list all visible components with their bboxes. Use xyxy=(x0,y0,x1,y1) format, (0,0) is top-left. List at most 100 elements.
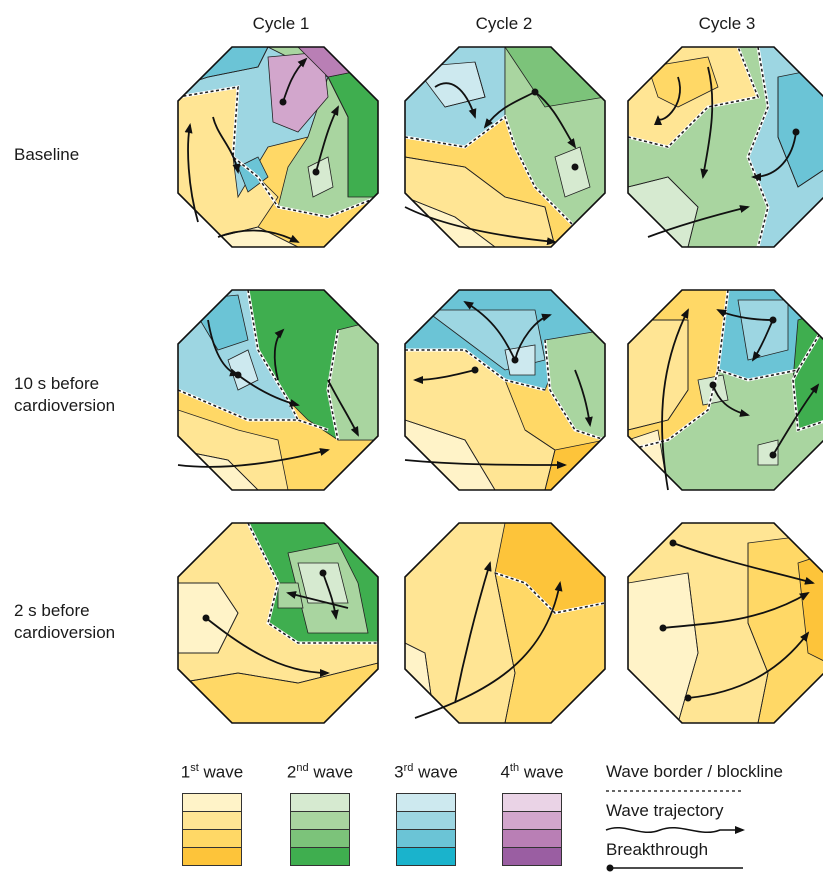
map-outline xyxy=(177,289,379,491)
map-outline xyxy=(627,46,823,248)
map-outline xyxy=(404,522,606,724)
column-title-cycle-3: Cycle 3 xyxy=(698,14,756,33)
breakthrough-point xyxy=(234,371,242,379)
wave-trajectory xyxy=(315,105,339,173)
wave-trajectory xyxy=(712,384,750,417)
legend-swatch-3 xyxy=(182,829,242,848)
column-title-cycle-2: Cycle 2 xyxy=(475,14,533,33)
row-label-baseline: Baseline xyxy=(14,145,80,164)
legend-swatch-2 xyxy=(396,811,456,830)
map-outline xyxy=(627,289,823,491)
legend-breakthrough-dot xyxy=(606,864,614,872)
breakthrough-point xyxy=(319,569,327,577)
legend-wave-3: 3rd wave xyxy=(394,762,458,782)
wave-trajectory xyxy=(716,309,774,321)
wave-border-line xyxy=(747,47,769,247)
wave-trajectory xyxy=(434,82,477,119)
isochrone-line xyxy=(405,196,496,247)
wave-trajectory xyxy=(672,542,815,585)
map-region xyxy=(647,56,719,108)
legend-swatch-3 xyxy=(502,829,562,848)
breakthrough-point xyxy=(279,98,287,106)
row-label-10s-before: 10 s before cardioversion xyxy=(14,374,116,415)
wave-border-line xyxy=(178,389,329,431)
wave-trajectory xyxy=(454,561,492,704)
wave-border-line xyxy=(405,349,546,391)
map-outline xyxy=(404,289,606,491)
breakthrough-point xyxy=(659,624,667,632)
map-10s-cycle-2 xyxy=(404,289,606,491)
wave-trajectory xyxy=(574,369,593,427)
row-label-2s-before: 2 s before cardioversion xyxy=(14,601,116,642)
wave-trajectory xyxy=(212,116,241,174)
isochrone-line xyxy=(677,572,699,723)
legend-swatch-3 xyxy=(290,829,350,848)
isochrone-line xyxy=(405,156,556,247)
map-region xyxy=(297,562,349,604)
map-2s-cycle-3 xyxy=(627,522,823,724)
wave-trajectory xyxy=(286,591,349,609)
isochrone-line xyxy=(777,77,823,188)
wave-trajectory xyxy=(327,379,359,437)
breakthrough-point xyxy=(511,356,519,364)
wave-trajectory xyxy=(772,383,820,456)
wave-trajectory xyxy=(177,448,330,468)
legend-wave-1: 1st wave xyxy=(180,762,244,782)
breakthrough-point xyxy=(312,168,320,176)
wave-trajectory xyxy=(514,313,552,361)
legend-swatch-4 xyxy=(290,847,350,866)
legend-swatches-wave-1 xyxy=(182,793,242,866)
legend-swatches-wave-2 xyxy=(290,793,350,866)
isochrone-line xyxy=(327,76,349,197)
wave-border-line xyxy=(628,290,729,451)
wave-border-line xyxy=(247,290,299,421)
wave-border-line xyxy=(628,47,760,148)
map-region xyxy=(554,146,591,198)
legend-wave-4: 4th wave xyxy=(500,762,564,782)
legend-swatch-4 xyxy=(182,847,242,866)
legend-swatch-1 xyxy=(290,793,350,812)
legend-wave-2: 2nd wave xyxy=(286,762,354,782)
isochrone-line xyxy=(747,543,769,723)
wave-trajectory xyxy=(282,57,308,103)
breakthrough-point xyxy=(769,316,777,324)
legend-swatch-2 xyxy=(502,811,562,830)
breakthrough-point xyxy=(531,88,539,96)
isochrone-line xyxy=(628,176,699,247)
legend-swatch-1 xyxy=(182,793,242,812)
breakthrough-point xyxy=(202,614,210,622)
legend-swatch-4 xyxy=(396,847,456,866)
legend-swatch-4 xyxy=(502,847,562,866)
wave-trajectory xyxy=(322,572,339,620)
wave-border-line xyxy=(494,572,605,614)
column-title-cycle-1: Cycle 1 xyxy=(252,14,310,33)
wave-trajectory xyxy=(414,581,563,719)
legend-swatch-2 xyxy=(182,811,242,830)
breakthrough-point xyxy=(571,163,579,171)
wave-trajectory xyxy=(217,229,300,243)
wave-trajectory xyxy=(207,319,240,377)
breakthrough-point xyxy=(669,539,677,547)
wave-trajectory xyxy=(273,328,285,381)
wave-trajectory xyxy=(205,617,330,677)
map-region xyxy=(227,349,259,391)
map-baseline-cycle-3 xyxy=(627,46,823,248)
map-region xyxy=(757,439,779,466)
map-10s-cycle-1 xyxy=(177,289,379,491)
wave-trajectory xyxy=(751,131,797,181)
wave-trajectory xyxy=(662,591,810,629)
wave-trajectory xyxy=(184,123,199,223)
legend-trajectory-line xyxy=(605,826,745,834)
wave-trajectory xyxy=(654,76,681,126)
map-region xyxy=(737,299,789,361)
legend-swatch-3 xyxy=(396,829,456,848)
wave-trajectory xyxy=(483,91,536,129)
wave-border-line xyxy=(544,339,605,441)
breakthrough-point xyxy=(769,451,777,459)
map-baseline-cycle-2 xyxy=(404,46,606,248)
wave-trajectory xyxy=(463,300,516,361)
wave-trajectory xyxy=(661,308,689,491)
wave-trajectory xyxy=(647,205,750,238)
wave-border-line xyxy=(178,86,378,218)
wave-border-line xyxy=(792,369,823,432)
